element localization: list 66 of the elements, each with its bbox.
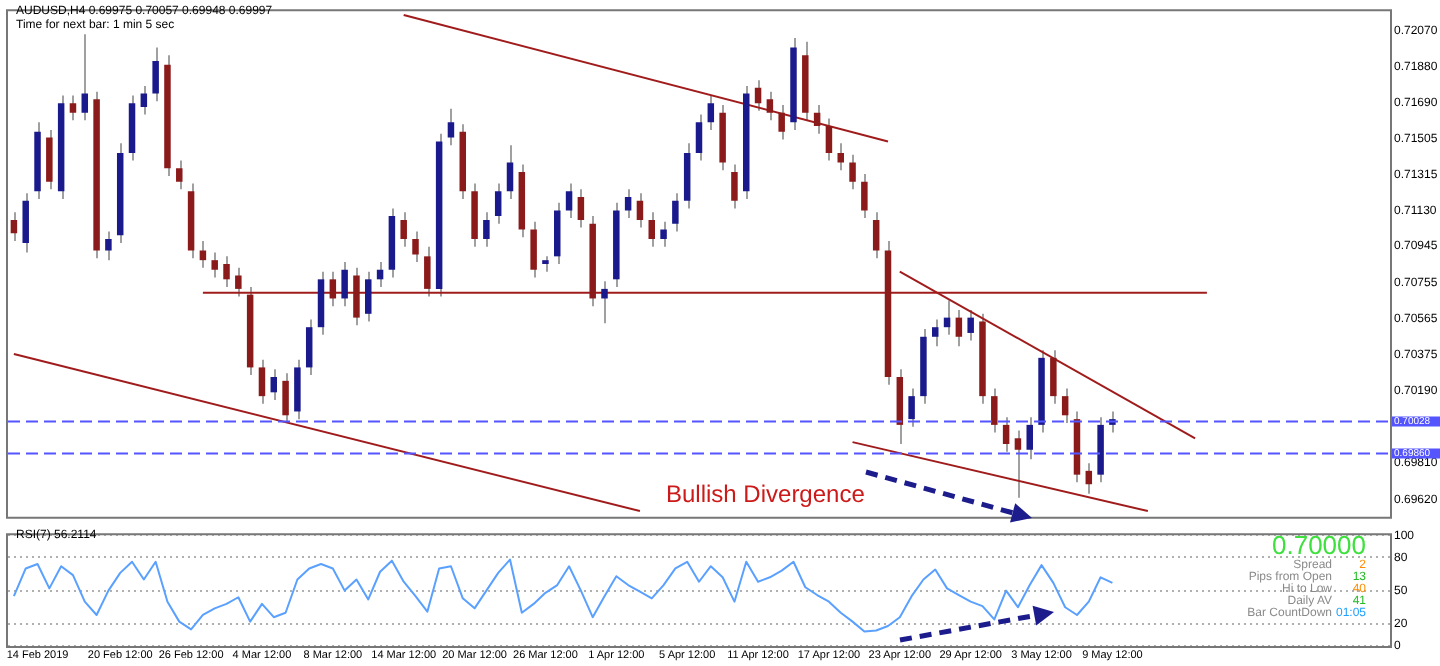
candlestick [424,245,431,298]
candlestick [695,113,703,162]
candlestick [211,251,218,279]
candlestick [140,84,148,116]
candlestick [81,33,89,122]
candlestick [353,266,360,327]
candlestick [69,94,77,122]
candlestick [365,270,372,323]
candlestick [1085,462,1093,495]
candlestick [282,372,289,424]
candlestick [46,128,53,191]
candlestick [1002,416,1010,453]
candlestick [754,79,762,112]
candlestick [22,192,29,254]
candlestick [601,280,608,325]
candlestick [447,107,455,147]
candlestick [317,270,325,336]
candlestick [400,211,407,248]
candlestick [270,368,278,401]
candlestick [991,387,998,434]
annotation: 0.70000 [1272,530,1366,560]
candlestick [176,159,183,191]
candlestick [813,104,821,135]
candlestick [235,266,242,298]
candlestick [955,308,963,348]
candlestick [872,211,880,260]
candlestick [683,142,691,210]
candlestick [672,192,679,233]
candlestick [861,172,868,220]
candlestick [731,163,738,210]
candlestick [908,387,915,428]
candlestick [577,188,585,229]
candlestick [778,104,785,141]
candlestick [294,358,301,421]
candlestick [707,94,715,131]
candlestick [329,270,337,308]
candlestick [825,117,833,162]
candlestick [412,230,419,264]
candlestick [931,318,939,348]
annotation: Bullish Divergence [666,480,865,508]
candlestick [530,220,537,279]
candlestick [554,201,561,265]
candlestick [660,220,667,248]
candlestick [506,144,514,200]
candlestick [471,182,478,248]
candlestick [152,46,159,103]
candlestick [636,192,644,229]
candlestick [849,153,856,191]
candlestick [483,211,490,248]
candlestick [1014,429,1022,499]
candlestick [648,211,655,248]
candlestick [10,211,18,243]
candlestick [624,188,632,220]
candlestick [565,182,573,220]
candlestick [1026,416,1033,461]
candlestick [105,230,112,262]
candlestick [837,142,844,172]
candlestick [967,308,974,342]
candlestick [1050,349,1057,405]
candlestick [494,182,502,225]
candlestick [766,90,774,122]
candlestick [341,261,348,308]
candlestick [258,358,266,405]
candlestick [223,255,230,288]
candlestick [305,318,313,377]
candlestick [1061,387,1069,424]
